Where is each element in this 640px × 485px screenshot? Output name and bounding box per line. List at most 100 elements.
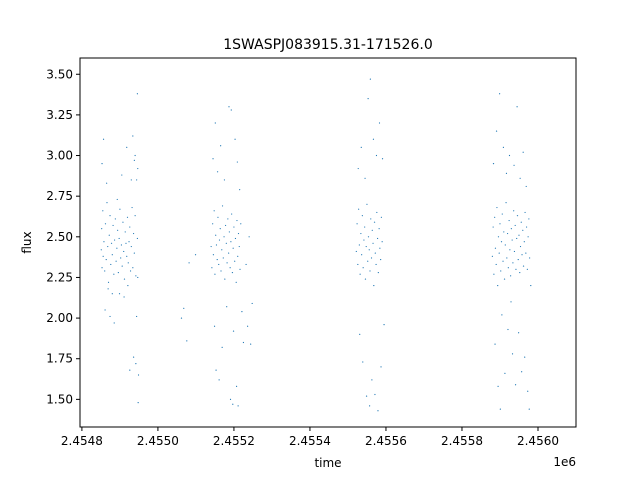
data-point: [497, 236, 500, 238]
data-point: [514, 224, 516, 227]
data-point: [371, 379, 373, 381]
y-axis-label: flux: [20, 231, 34, 253]
data-point: [518, 234, 520, 236]
data-point: [506, 232, 509, 235]
data-point: [126, 146, 128, 149]
data-point: [101, 163, 103, 165]
data-point: [186, 340, 188, 342]
data-point: [383, 323, 385, 326]
x-tick-label: 2.4558: [441, 434, 483, 448]
data-point: [229, 398, 232, 400]
data-point: [136, 179, 138, 181]
data-point: [370, 257, 373, 259]
y-tick-label: 2.00: [46, 311, 73, 325]
data-point: [245, 263, 247, 266]
data-point: [381, 158, 384, 160]
data-point: [528, 408, 530, 410]
data-point: [364, 278, 367, 280]
data-point: [132, 267, 134, 269]
data-point: [229, 267, 231, 269]
data-point: [212, 223, 214, 225]
data-point: [367, 98, 369, 100]
x-axis-ticks: 2.4548 2.4550 2.4552 2.4554 2.4556 2.4558 2.45…: [61, 427, 559, 448]
data-point: [529, 257, 531, 259]
data-point: [515, 268, 517, 270]
data-point: [239, 189, 241, 191]
y-tick-label: 3.00: [46, 149, 73, 163]
data-point: [526, 268, 528, 270]
data-point: [530, 284, 532, 287]
data-point: [216, 258, 218, 261]
y-tick-label: 3.25: [46, 108, 73, 122]
x-tick-label: 2.4548: [61, 434, 103, 448]
data-point: [108, 234, 110, 236]
data-point: [235, 385, 238, 387]
x-tick-label: 2.4556: [365, 434, 407, 448]
data-point: [228, 252, 230, 254]
data-point: [524, 211, 526, 214]
data-point: [109, 215, 111, 217]
data-point: [380, 366, 382, 368]
data-point: [364, 226, 366, 228]
data-point: [495, 130, 498, 132]
data-point: [227, 218, 229, 220]
data-point: [225, 242, 227, 244]
data-point: [104, 309, 106, 311]
data-point: [503, 278, 506, 280]
y-tick-label: 1.75: [46, 352, 73, 366]
data-point: [116, 198, 118, 201]
axes-frame: [79, 57, 577, 428]
data-point: [375, 263, 377, 266]
data-point: [527, 236, 529, 238]
data-point: [129, 270, 132, 272]
data-point: [137, 374, 140, 376]
data-point: [214, 273, 216, 275]
data-point: [512, 262, 514, 264]
data-point: [237, 405, 239, 407]
data-point: [502, 146, 505, 149]
x-tick-label: 2.4554: [289, 434, 331, 448]
data-point: [230, 109, 232, 111]
data-point: [218, 263, 220, 266]
data-point: [237, 255, 239, 257]
data-point: [111, 293, 113, 295]
data-point: [121, 174, 123, 176]
data-point: [503, 231, 505, 233]
data-point: [132, 356, 135, 358]
data-point: [221, 249, 223, 251]
data-point: [218, 239, 221, 241]
data-point: [137, 276, 139, 279]
data-point: [358, 208, 360, 210]
data-point: [380, 258, 382, 261]
data-point: [117, 229, 119, 231]
data-point: [123, 278, 126, 280]
data-point: [500, 270, 502, 272]
x-axis-label: time: [314, 456, 341, 470]
data-point: [104, 270, 106, 272]
data-point: [491, 255, 493, 257]
data-point: [528, 218, 530, 220]
data-point: [378, 228, 380, 230]
data-point: [509, 249, 511, 251]
data-point: [217, 216, 219, 218]
x-tick-label: 2.4560: [517, 434, 559, 448]
data-point: [224, 224, 227, 227]
data-point: [494, 216, 496, 218]
data-point: [525, 185, 527, 188]
y-tick-label: 2.50: [46, 230, 73, 244]
data-point: [134, 215, 136, 217]
data-point: [215, 234, 217, 236]
data-point: [124, 231, 126, 233]
data-point: [379, 247, 381, 249]
data-point: [513, 250, 516, 253]
data-point: [115, 260, 117, 262]
data-point: [248, 236, 250, 238]
data-point: [135, 363, 137, 365]
data-point: [239, 268, 241, 270]
data-point: [220, 270, 222, 272]
data-point: [120, 244, 123, 246]
data-point: [231, 271, 234, 274]
data-point: [238, 245, 240, 248]
x-tick-label: 2.4552: [213, 434, 255, 448]
data-point: [101, 228, 103, 230]
